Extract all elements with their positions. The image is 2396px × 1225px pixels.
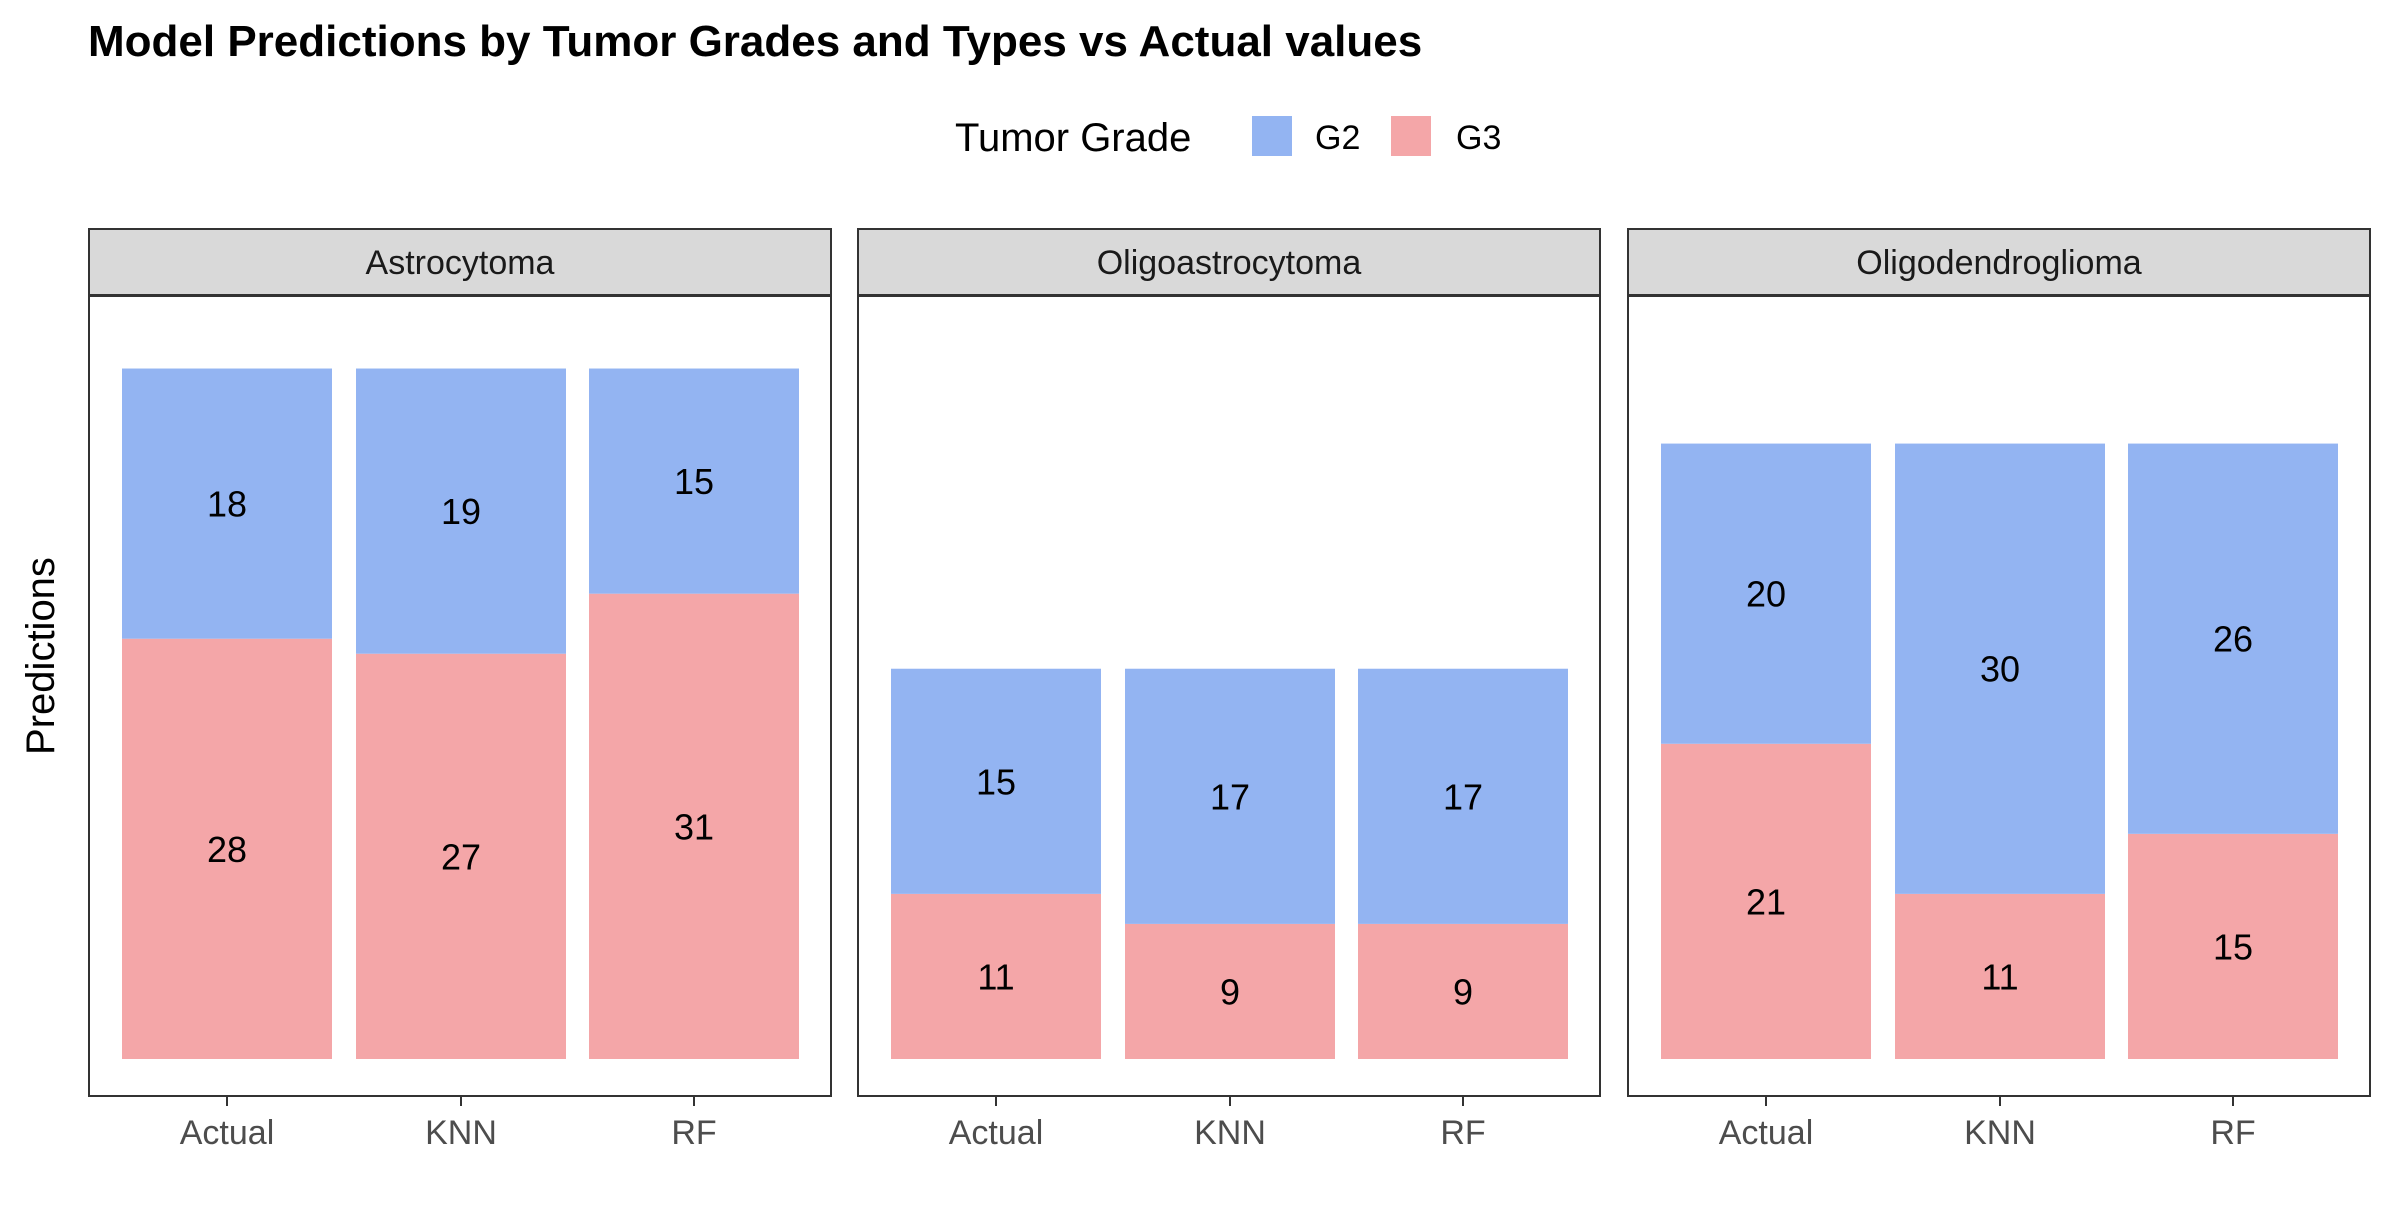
bar-oligodendroglioma-actual-g3 <box>1661 743 1871 1059</box>
legend-key-g2 <box>1252 116 1292 156</box>
x-tick-label-astrocytoma-rf: RF <box>671 1114 716 1152</box>
bar-astrocytoma-actual-g3 <box>122 638 332 1059</box>
bar-oligoastrocytoma-actual-g2 <box>891 668 1101 894</box>
bar-oligoastrocytoma-rf-g2 <box>1358 668 1568 924</box>
bar-label-oligodendroglioma-rf-g3: 15 <box>2213 926 2253 967</box>
strip-oligoastrocytoma <box>857 228 1601 296</box>
bar-label-oligoastrocytoma-knn-g3: 9 <box>1220 971 1240 1012</box>
strip-label-astrocytoma: Astrocytoma <box>366 244 555 282</box>
bar-label-oligodendroglioma-knn-g3: 11 <box>1981 956 2018 997</box>
x-tick-label-oligodendroglioma-knn: KNN <box>1964 1114 2036 1152</box>
bar-label-oligoastrocytoma-knn-g2: 17 <box>1210 776 1250 817</box>
bar-label-astrocytoma-knn-g2: 19 <box>441 491 481 532</box>
x-tick-label-astrocytoma-knn: KNN <box>425 1114 497 1152</box>
bar-label-oligodendroglioma-actual-g3: 21 <box>1746 881 1786 922</box>
strip-label-oligoastrocytoma: Oligoastrocytoma <box>1097 244 1362 282</box>
bar-label-oligoastrocytoma-rf-g2: 17 <box>1443 776 1483 817</box>
chart-title: Model Predictions by Tumor Grades and Ty… <box>88 17 1422 66</box>
strip-astrocytoma <box>88 228 832 296</box>
bar-astrocytoma-rf-g2 <box>589 368 799 594</box>
strip-oligodendroglioma <box>1627 228 2371 296</box>
x-tick-label-astrocytoma-actual: Actual <box>180 1114 275 1152</box>
bar-oligodendroglioma-rf-g3 <box>2128 833 2338 1059</box>
bar-oligoastrocytoma-rf-g3 <box>1358 923 1568 1059</box>
bar-label-oligoastrocytoma-actual-g2: 15 <box>976 761 1016 802</box>
bar-oligodendroglioma-knn-g2 <box>1895 443 2105 894</box>
facet-oligoastrocytoma: Oligoastrocytoma 11 15 Actual 9 17 KNN 9 17 RF <box>857 228 1601 1152</box>
legend-title: Tumor Grade <box>955 116 1191 160</box>
bar-astrocytoma-knn-g3 <box>356 653 566 1059</box>
legend: Tumor Grade G2 G3 <box>955 116 1501 160</box>
bar-oligoastrocytoma-knn-g3 <box>1125 923 1335 1059</box>
x-tick-label-oligoastrocytoma-actual: Actual <box>949 1114 1044 1152</box>
legend-key-g3 <box>1391 116 1431 156</box>
x-tick-label-oligodendroglioma-actual: Actual <box>1719 1114 1814 1152</box>
bar-oligodendroglioma-knn-g3 <box>1895 893 2105 1059</box>
facet-astrocytoma: Astrocytoma 28 18 Actual 27 19 KNN 31 15 RF <box>88 228 832 1152</box>
bar-astrocytoma-knn-g2 <box>356 368 566 654</box>
bar-label-astrocytoma-knn-g3: 27 <box>441 836 481 877</box>
bar-astrocytoma-actual-g2 <box>122 368 332 639</box>
bar-label-oligoastrocytoma-actual-g3: 11 <box>977 956 1014 997</box>
y-axis-label: Predictions <box>19 557 63 755</box>
x-tick-label-oligoastrocytoma-knn: KNN <box>1194 1114 1266 1152</box>
x-tick-label-oligodendroglioma-rf: RF <box>2210 1114 2255 1152</box>
bar-oligodendroglioma-rf-g2 <box>2128 443 2338 834</box>
bar-label-oligodendroglioma-rf-g2: 26 <box>2213 619 2253 660</box>
bar-astrocytoma-rf-g3 <box>589 593 799 1059</box>
bar-label-oligodendroglioma-knn-g2: 30 <box>1980 649 2020 690</box>
bar-label-oligodendroglioma-actual-g2: 20 <box>1746 574 1786 615</box>
bar-label-astrocytoma-actual-g2: 18 <box>207 484 247 525</box>
facet-oligodendroglioma: Oligodendroglioma 21 20 Actual 11 30 KNN 15 26 RF <box>1627 228 2371 1152</box>
bar-oligodendroglioma-actual-g2 <box>1661 443 1871 744</box>
bar-label-astrocytoma-actual-g3: 28 <box>207 829 247 870</box>
facet-panels: Astrocytoma2818Actual2719KNN3115RFOligoa… <box>88 228 2371 1152</box>
bar-label-astrocytoma-rf-g3: 31 <box>674 806 714 847</box>
bar-oligoastrocytoma-actual-g3 <box>891 893 1101 1059</box>
bar-oligoastrocytoma-knn-g2 <box>1125 668 1335 924</box>
legend-label-g3: G3 <box>1456 119 1501 157</box>
legend-label-g2: G2 <box>1315 119 1360 157</box>
strip-label-oligodendroglioma: Oligodendroglioma <box>1856 244 2141 282</box>
bar-label-oligoastrocytoma-rf-g3: 9 <box>1453 971 1473 1012</box>
x-tick-label-oligoastrocytoma-rf: RF <box>1440 1114 1485 1152</box>
bar-label-astrocytoma-rf-g2: 15 <box>674 461 714 502</box>
